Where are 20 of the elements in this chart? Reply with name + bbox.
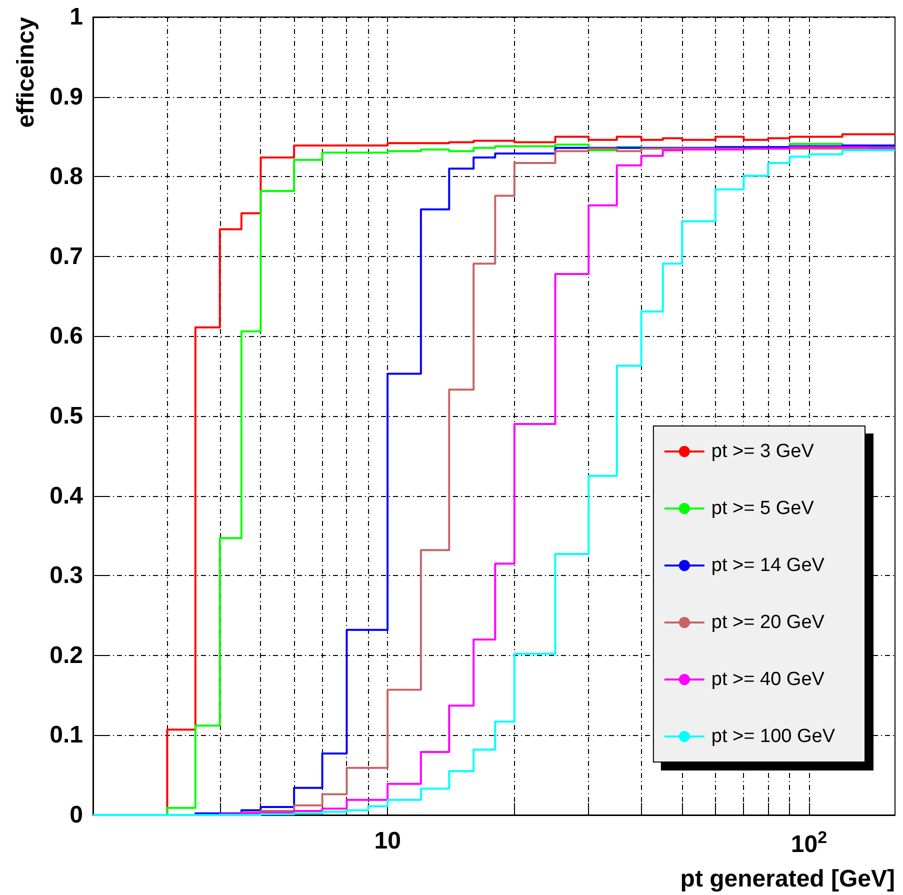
legend-label: pt >= 100 GeV — [711, 726, 836, 747]
legend-label: pt >= 20 GeV — [711, 612, 825, 633]
legend-label: pt >= 40 GeV — [711, 669, 825, 690]
x-axis-title: pt generated [GeV] — [680, 866, 896, 892]
y-tick-label: 0.3 — [50, 562, 83, 590]
y-tick-label: 0.8 — [50, 163, 83, 190]
y-tick-label: 0.7 — [50, 242, 83, 270]
legend-label: pt >= 14 GeV — [711, 555, 825, 576]
y-tick-label: 0.9 — [50, 83, 83, 110]
y-axis-title: efficeincy — [12, 16, 40, 128]
y-tick-label: 0.6 — [50, 322, 83, 350]
y-tick-label: 0 — [70, 802, 83, 828]
legend-label: pt >= 5 GeV — [711, 498, 814, 519]
legend-label: pt >= 3 GeV — [711, 441, 814, 462]
y-tick-label: 0.1 — [50, 722, 83, 749]
y-tick-label: 0.5 — [50, 402, 83, 430]
y-tick-label: 0.2 — [50, 642, 83, 669]
y-tick-label: 0.4 — [50, 482, 84, 510]
x-tick-label: 10 — [374, 828, 401, 854]
y-tick-label: 1 — [70, 4, 83, 30]
